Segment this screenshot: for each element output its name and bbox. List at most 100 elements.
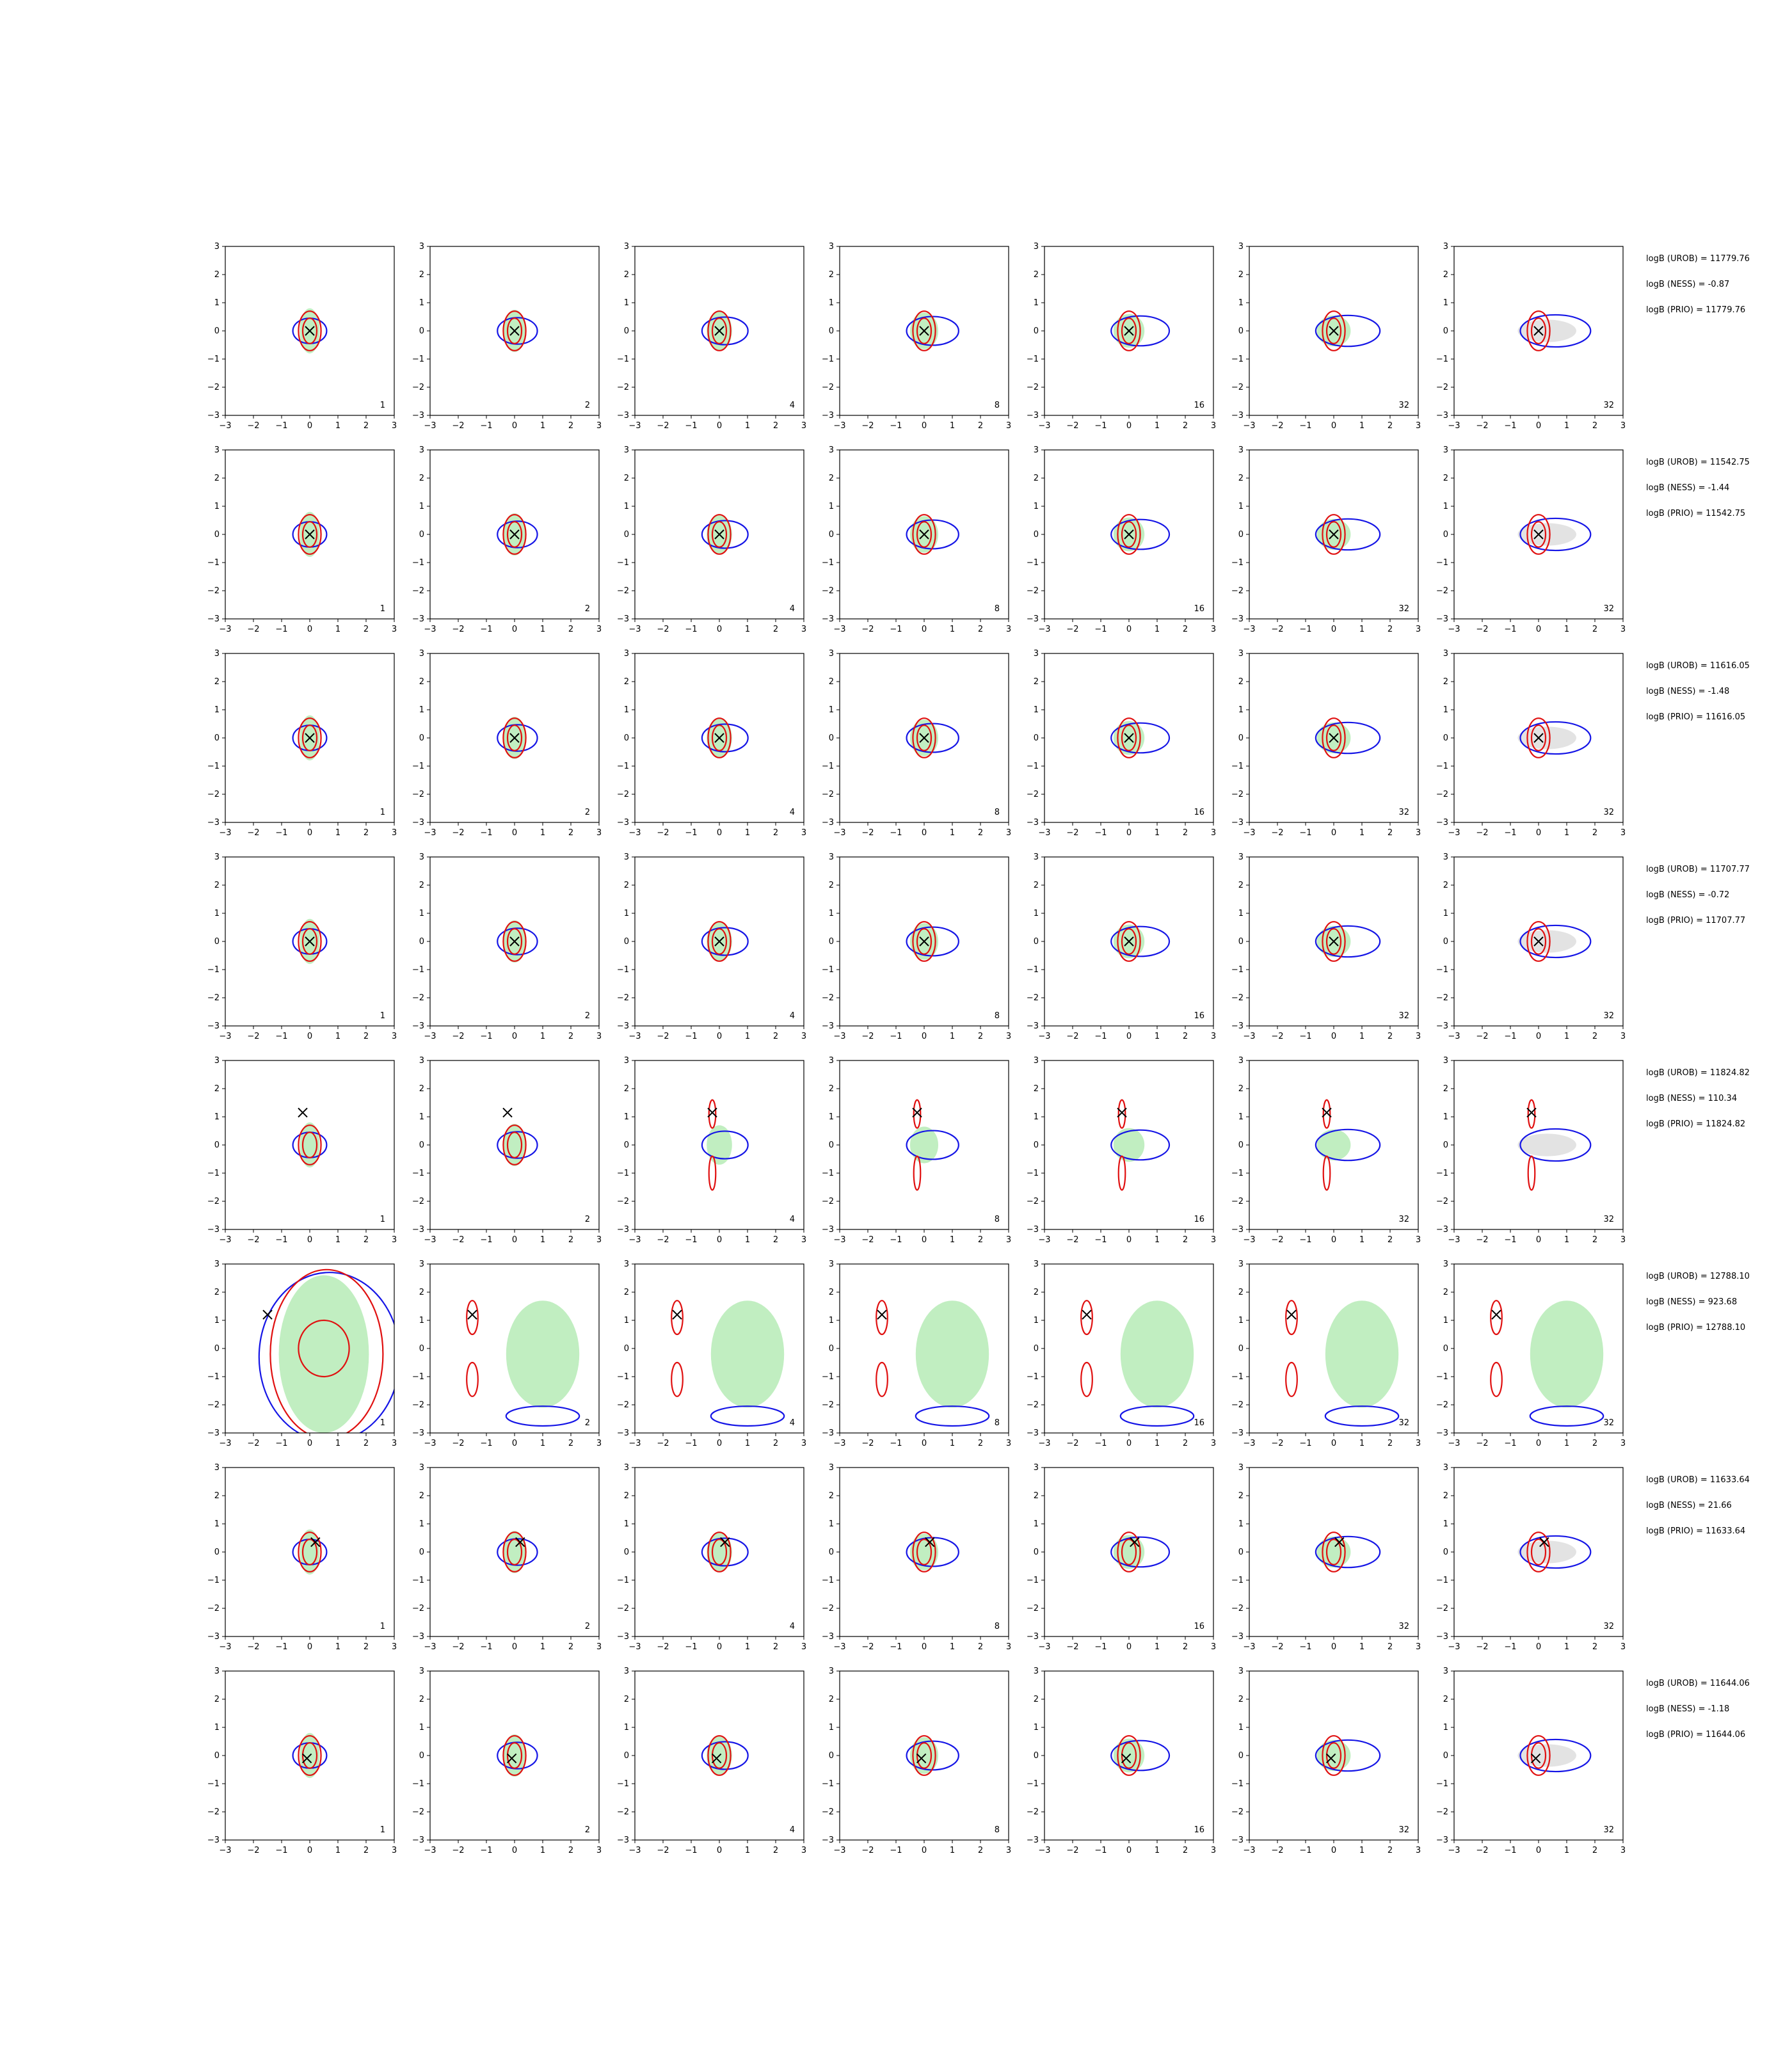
blue-contour — [701, 927, 749, 956]
y-tick-label: −2 — [1436, 1604, 1448, 1613]
contours — [906, 921, 959, 962]
red-contour — [1117, 1735, 1141, 1776]
panel-label: 8 — [995, 1011, 1000, 1021]
y-tick-label: 3 — [1238, 1056, 1244, 1066]
x-tick-label: −2 — [861, 1846, 874, 1855]
x-marker — [509, 936, 520, 947]
y-tick-label: −2 — [1027, 993, 1039, 1003]
y-tick-label: −3 — [1436, 1225, 1448, 1235]
x-tick-label: −3 — [1448, 1439, 1460, 1448]
x-marker — [714, 529, 724, 540]
y-tick-label: −1 — [207, 1372, 220, 1382]
y-tick-label: 0 — [1034, 733, 1039, 743]
x-marker — [1533, 936, 1544, 947]
x-tick-label: −1 — [1094, 625, 1107, 634]
stat-line: logB (PRIO) = 11707.77 — [1646, 916, 1746, 925]
x-tick-label: 2 — [1183, 1235, 1188, 1245]
x-tick-label: 0 — [922, 421, 927, 431]
red-contour — [466, 1361, 479, 1397]
x-tick-label: 1 — [335, 1032, 340, 1041]
red-contour — [1325, 317, 1342, 344]
panel-label: 1 — [380, 1622, 385, 1631]
y-tick-label: 1 — [624, 1723, 629, 1732]
y-tick-label: −2 — [412, 1197, 424, 1206]
panel: −3−3 −2 −2 −1 −1 0 0 1 1 2 2 3 3 32 — [1231, 242, 1421, 431]
y-tick-label: 1 — [1034, 909, 1039, 918]
y-tick-label: 1 — [624, 909, 629, 918]
panel-label: 32 — [1398, 401, 1409, 410]
blue-contour — [701, 1741, 749, 1770]
x-tick-label: −2 — [861, 1642, 874, 1652]
x-marker — [925, 1537, 935, 1548]
y-tick-label: 1 — [1443, 298, 1448, 308]
panel: −3−3 −2 −2 −1 −1 0 0 1 1 2 2 3 3 32 — [1231, 852, 1421, 1041]
y-tick-label: 0 — [1443, 326, 1448, 336]
x-tick-label: 0 — [1126, 1846, 1132, 1855]
y-tick-label: −2 — [1027, 1807, 1039, 1817]
red-contour — [707, 1532, 732, 1572]
x-tick-label: −3 — [628, 421, 641, 431]
panel-label: 32 — [1398, 1418, 1409, 1428]
x-tick-label: 3 — [801, 1032, 806, 1041]
x-tick-label: 1 — [1155, 1032, 1160, 1041]
red-contour — [1325, 928, 1342, 955]
blue-contour — [497, 724, 538, 752]
y-tick-label: −3 — [617, 818, 629, 828]
y-tick-label: −1 — [1436, 965, 1448, 975]
y-tick-label: 0 — [829, 326, 834, 336]
x-tick-label: 2 — [1183, 828, 1188, 838]
x-tick-label: 2 — [1388, 828, 1393, 838]
x-tick-label: 2 — [978, 828, 983, 838]
contours — [1110, 1735, 1171, 1776]
x-tick-label: −1 — [685, 421, 697, 431]
panel-label: 2 — [585, 1011, 590, 1021]
red-contour — [1322, 717, 1346, 758]
panel-label: 2 — [585, 1215, 590, 1224]
x-marker — [1117, 1107, 1127, 1118]
red-contour — [671, 1300, 684, 1336]
x-tick-label: 1 — [950, 625, 955, 634]
red-contour — [711, 317, 728, 344]
y-tick-label: 0 — [1238, 326, 1244, 336]
y-tick-label: −3 — [1436, 818, 1448, 828]
x-tick-label: 3 — [1211, 1032, 1216, 1041]
y-tick-label: −3 — [1436, 1836, 1448, 1845]
x-tick-label: 3 — [1211, 625, 1216, 634]
contours — [1517, 514, 1592, 555]
x-tick-label: −1 — [1299, 1032, 1311, 1041]
x-tick-label: 1 — [540, 1439, 545, 1448]
x-marker — [305, 936, 315, 947]
density-fill — [1120, 1300, 1194, 1408]
x-tick-label: −3 — [424, 421, 436, 431]
contours — [497, 1124, 538, 1166]
x-marker — [672, 1309, 682, 1320]
red-contour — [1322, 1099, 1331, 1129]
x-tick-label: −2 — [1066, 1235, 1078, 1245]
red-contour — [1325, 1742, 1342, 1769]
x-tick-label: 1 — [1155, 1846, 1160, 1855]
red-contour — [1530, 724, 1547, 751]
panel: −3−3 −2 −2 −1 −1 0 0 1 1 2 2 3 3 16 — [1027, 1463, 1216, 1652]
y-tick-label: 3 — [1034, 649, 1039, 659]
x-tick-label: 3 — [392, 828, 397, 838]
panel: −3−3 −2 −2 −1 −1 0 0 1 1 2 2 3 3 2 — [412, 1667, 602, 1855]
y-tick-label: 0 — [419, 530, 424, 540]
y-tick-label: −2 — [207, 1604, 220, 1613]
red-contour — [912, 717, 936, 758]
blue-contour — [1315, 1739, 1381, 1772]
y-tick-label: −2 — [1027, 790, 1039, 799]
red-contour — [1527, 1155, 1536, 1191]
panel-label: 32 — [1398, 808, 1409, 817]
density-fill — [707, 1125, 732, 1165]
y-tick-label: 1 — [214, 705, 220, 715]
x-tick-label: −1 — [480, 1032, 492, 1041]
x-tick-label: −1 — [890, 1642, 902, 1652]
y-tick-label: 0 — [624, 530, 629, 540]
blue-contour — [1119, 1405, 1195, 1427]
x-tick-label: −2 — [1271, 828, 1283, 838]
y-tick-label: 0 — [419, 937, 424, 947]
y-tick-label: 0 — [419, 1548, 424, 1557]
x-tick-label: −1 — [890, 1235, 902, 1245]
y-tick-label: −3 — [412, 1428, 424, 1438]
x-tick-label: −3 — [424, 828, 436, 838]
